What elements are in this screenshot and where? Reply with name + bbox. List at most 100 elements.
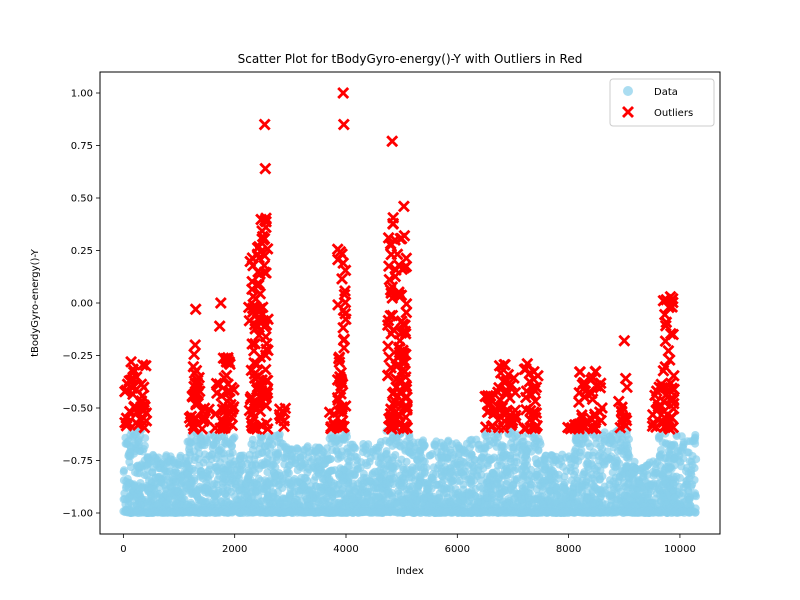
outlier-point	[210, 387, 223, 400]
outlier-point	[387, 217, 400, 230]
outlier-point	[500, 384, 513, 397]
outlier-point	[397, 423, 410, 435]
outlier-point	[390, 373, 403, 386]
data-point	[395, 481, 404, 490]
data-point	[284, 469, 293, 477]
y-tick-label: −1.00	[62, 509, 93, 520]
data-point	[627, 470, 636, 478]
data-point	[685, 496, 694, 505]
data-point	[417, 453, 426, 461]
outlier-point	[391, 248, 404, 261]
data-point	[584, 451, 593, 460]
data-point	[512, 458, 521, 466]
data-point	[250, 455, 259, 464]
data-point	[184, 437, 193, 446]
data-point	[488, 490, 497, 499]
outlier-point	[335, 416, 348, 429]
data-point	[345, 472, 354, 481]
data-point	[178, 488, 187, 497]
data-point	[241, 478, 250, 487]
x-tick-label: 8000	[556, 544, 581, 555]
outlier-point	[572, 396, 585, 409]
outlier-point	[139, 359, 152, 372]
data-point	[331, 438, 339, 447]
outlier-point	[323, 406, 336, 419]
data-point	[382, 479, 391, 488]
data-point	[408, 495, 417, 504]
data-point	[309, 489, 318, 498]
data-point	[632, 491, 640, 500]
outlier-point	[509, 404, 522, 417]
data-point	[183, 481, 192, 490]
data-point	[212, 464, 221, 473]
data-point	[159, 458, 168, 467]
outlier-point	[393, 341, 406, 354]
data-point	[131, 468, 139, 477]
data-point	[664, 457, 673, 466]
data-point	[562, 467, 571, 476]
outlier-point	[523, 375, 536, 388]
outlier-point	[226, 419, 239, 432]
data-point	[440, 483, 449, 492]
outlier-point	[213, 378, 226, 391]
data-point	[287, 480, 296, 489]
data-point	[214, 447, 223, 456]
outlier-point	[576, 378, 589, 391]
data-point	[222, 497, 231, 506]
chart-title: Scatter Plot for tBodyGyro-energy()-Y wi…	[238, 52, 583, 66]
data-point	[265, 477, 274, 486]
outlier-point	[190, 364, 203, 377]
outlier-point	[576, 420, 589, 432]
data-point	[547, 466, 556, 474]
data-point	[444, 437, 452, 446]
data-point	[538, 482, 547, 491]
outlier-point	[662, 344, 675, 357]
outlier-point	[337, 321, 350, 334]
outlier-point	[400, 297, 413, 310]
data-point	[578, 483, 587, 492]
data-point	[315, 456, 324, 465]
data-point	[337, 489, 346, 498]
data-point	[655, 431, 664, 440]
outlier-point	[187, 422, 200, 435]
outlier-point	[621, 381, 633, 394]
outlier-point	[136, 404, 149, 417]
data-point	[345, 461, 354, 470]
data-point	[151, 473, 160, 482]
outlier-point	[573, 366, 586, 378]
data-point	[670, 440, 679, 449]
data-point	[268, 440, 277, 449]
data-point	[656, 491, 665, 500]
data-point	[464, 490, 473, 499]
data-point	[464, 461, 472, 470]
data-point	[512, 474, 521, 483]
outlier-point	[397, 200, 410, 213]
data-point	[629, 462, 638, 471]
legend-marker-data	[623, 86, 633, 96]
data-point	[297, 458, 306, 467]
legend: Data Outliers	[609, 78, 715, 127]
data-point	[494, 490, 503, 499]
data-point	[430, 440, 439, 449]
x-axis-ticks: 0 2000 4000 6000 8000 10000	[120, 534, 696, 555]
outlier-point	[135, 378, 148, 391]
data-point	[642, 461, 651, 470]
data-point	[416, 472, 424, 481]
data-point	[169, 472, 178, 481]
data-point	[351, 444, 360, 453]
data-point	[143, 453, 152, 461]
data-point	[367, 497, 375, 506]
data-point	[271, 472, 279, 481]
y-tick-label: 1.00	[71, 89, 93, 100]
data-point	[210, 491, 219, 499]
data-point	[475, 482, 484, 491]
data-point	[522, 466, 531, 475]
outlier-point	[616, 414, 629, 427]
outlier-point	[252, 279, 265, 292]
data-point	[434, 494, 443, 503]
data-point	[268, 492, 277, 501]
outlier-point	[387, 323, 400, 336]
data-point	[385, 437, 394, 446]
outlier-point	[657, 364, 670, 377]
data-point	[661, 476, 670, 485]
